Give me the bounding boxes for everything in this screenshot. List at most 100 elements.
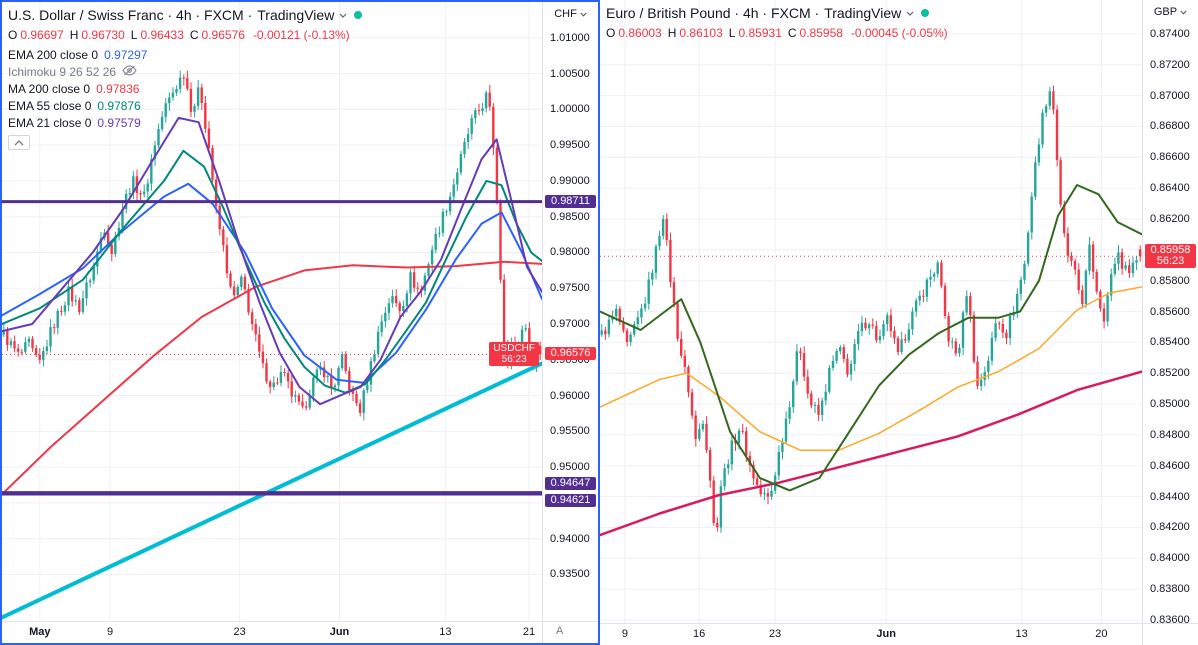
- legend: Euro / British Pound · 4h · FXCM · Tradi…: [606, 5, 951, 44]
- time-tick-label: May: [29, 626, 51, 638]
- indicator-value: 0.97579: [97, 115, 141, 130]
- open-value: 0.86003: [618, 26, 662, 40]
- time-axis[interactable]: 9 16 23 Jun 13 20: [600, 623, 1142, 645]
- price-tick-label: 0.97500: [550, 282, 590, 295]
- time-axis[interactable]: May 9 23 Jun 13 21: [2, 621, 542, 643]
- price-tick-label: 0.85400: [1150, 336, 1190, 349]
- time-tick-label: 20: [1095, 628, 1108, 640]
- low-label: L: [728, 26, 736, 40]
- high-label: H: [69, 28, 79, 42]
- indicator-legend: EMA 200 close 0 0.97297 Ichimoku 9 26 52 2…: [8, 46, 362, 131]
- candlestick-chart-eurgbp: [600, 0, 1142, 623]
- axis-corner: A: [542, 621, 598, 643]
- time-tick-label: 13: [1015, 628, 1028, 640]
- symbol-title[interactable]: Euro / British Pound · 4h · FXCM ·: [606, 5, 820, 21]
- price-tick-label: 1.00000: [550, 103, 590, 116]
- chart-panel-usdchf[interactable]: USDCHF 56:23 CHF 1.01000 1.00500 1.00000 0.9…: [0, 0, 600, 645]
- price-tick-label: 0.93500: [550, 568, 590, 581]
- price-tick-label: 0.98000: [550, 246, 590, 259]
- currency-selector[interactable]: CHF: [543, 8, 598, 20]
- tradingview-attribution[interactable]: TradingView: [824, 5, 902, 21]
- grid: [2, 2, 542, 621]
- symbol-price-label: USDCHF 56:23: [489, 342, 539, 367]
- indicator-row[interactable]: EMA 200 close 0 0.97297: [8, 46, 362, 63]
- indicator-line-trendline: [2, 361, 542, 620]
- close-label: C: [787, 26, 797, 40]
- tradingview-attribution[interactable]: TradingView: [257, 7, 335, 23]
- open-label: O: [606, 26, 616, 40]
- price-tick-label: 0.85200: [1150, 367, 1190, 380]
- indicator-line-ma-200: [2, 260, 542, 496]
- indicator-row[interactable]: EMA 21 close 0 0.97579: [8, 114, 362, 131]
- chevron-up-icon: [14, 139, 24, 145]
- indicator-value: 0.97876: [97, 98, 141, 113]
- grid: [600, 0, 1142, 623]
- legend-collapse-button[interactable]: [8, 135, 30, 150]
- price-tick-label: 0.87400: [1150, 27, 1190, 40]
- price-tick-label: 1.00500: [550, 67, 590, 80]
- low-value: 0.96433: [140, 28, 184, 42]
- price-tick-label: 0.86600: [1150, 151, 1190, 164]
- indicator-line-ema-55: [2, 149, 542, 394]
- indicator-row[interactable]: EMA 55 close 0 0.97876: [8, 97, 362, 114]
- price-tick-label: 0.86800: [1150, 120, 1190, 133]
- close-value: 0.96576: [201, 28, 245, 42]
- chevron-down-icon[interactable]: [339, 13, 347, 18]
- indicator-name: MA 200 close 0: [8, 81, 91, 96]
- current-price-badge: 0.96576: [545, 347, 596, 361]
- chevron-down-icon[interactable]: [906, 11, 914, 16]
- high-value: 0.96730: [81, 28, 125, 42]
- indicator-row[interactable]: Ichimoku 9 26 52 26: [8, 63, 362, 80]
- open-value: 0.96697: [20, 28, 64, 42]
- currency-label: CHF: [554, 8, 577, 20]
- price-tick-label: 1.01000: [550, 31, 590, 44]
- time-tick-label: 21: [522, 626, 536, 638]
- price-tick-label: 0.96000: [550, 389, 590, 402]
- currency-label: GBP: [1153, 6, 1178, 18]
- price-tick-label: 0.87200: [1150, 58, 1190, 71]
- time-tick-label: Jun: [329, 626, 350, 638]
- current-price-badge: 0.85958 56:23: [1145, 244, 1196, 269]
- time-tick-label: 16: [693, 628, 706, 640]
- indicator-value: 0.97836: [96, 81, 140, 96]
- price-axis[interactable]: CHF 1.01000 1.00500 1.00000 0.99500 0.99000 0…: [542, 2, 598, 621]
- indicator-row[interactable]: MA 200 close 0 0.97836: [8, 80, 362, 97]
- close-value: 0.85958: [799, 26, 843, 40]
- chart-panel-eurgbp[interactable]: GBP 0.87400 0.87200 0.87000 0.86800 0.86600 0…: [600, 0, 1198, 645]
- high-label: H: [667, 26, 677, 40]
- ohlc-row: O 0.86003 H 0.86103 L 0.85931 C 0.85958 -0.0…: [606, 25, 951, 41]
- market-status-dot: [354, 11, 363, 19]
- open-label: O: [8, 28, 18, 42]
- symbol-title[interactable]: U.S. Dollar / Swiss Franc · 4h · FXCM ·: [8, 7, 253, 23]
- eye-off-icon[interactable]: [122, 64, 137, 80]
- indicator-name: EMA 55 close 0: [8, 98, 92, 113]
- chevron-down-icon: [1180, 10, 1187, 15]
- auto-scale-button[interactable]: A: [556, 625, 564, 637]
- time-tick-label: 23: [233, 626, 246, 638]
- close-label: C: [189, 28, 199, 42]
- price-tick-label: 0.85800: [1150, 274, 1190, 287]
- price-tick-label: 0.98500: [550, 210, 590, 223]
- price-tick-label: 0.84800: [1150, 428, 1190, 441]
- price-tick-label: 0.83600: [1150, 613, 1190, 626]
- time-tick-label: 9: [621, 628, 628, 640]
- price-tick-label: 0.84600: [1150, 459, 1190, 472]
- plot-area[interactable]: USDCHF 56:23: [2, 2, 542, 621]
- currency-selector[interactable]: GBP: [1143, 6, 1198, 18]
- time-tick-label: Jun: [876, 628, 896, 640]
- candlestick-chart-usdchf: [2, 2, 542, 621]
- indicator-name: EMA 21 close 0: [8, 115, 92, 130]
- price-axis[interactable]: GBP 0.87400 0.87200 0.87000 0.86800 0.86600 0…: [1142, 0, 1198, 626]
- change-value: -0.00045 (-0.05%): [850, 26, 948, 40]
- market-status-dot: [921, 9, 930, 17]
- time-tick-label: 9: [106, 626, 114, 638]
- price-tick-label: 0.95500: [550, 425, 590, 438]
- chevron-down-icon: [580, 12, 587, 17]
- price-tick-label: 0.95000: [550, 461, 590, 474]
- horizontal-level-lines: [2, 200, 542, 496]
- price-tick-label: 0.87000: [1150, 89, 1190, 102]
- plot-area[interactable]: [600, 0, 1142, 623]
- low-value: 0.85931: [738, 26, 782, 40]
- chart-title-row: U.S. Dollar / Swiss Franc · 4h · FXCM · …: [8, 7, 363, 23]
